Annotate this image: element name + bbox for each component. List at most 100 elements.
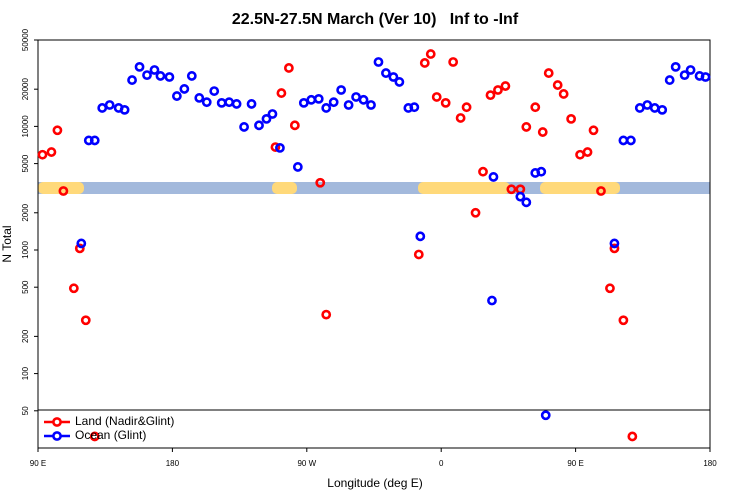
point [493, 85, 503, 95]
y-tick-label: 50000 [21, 28, 30, 51]
land-band [418, 182, 510, 194]
point [209, 86, 220, 96]
x-tick-label: 180 [703, 459, 717, 468]
y-axis-label: N Total [0, 225, 14, 262]
y-tick-label: 20000 [21, 78, 30, 101]
point [321, 103, 332, 113]
point [455, 113, 466, 123]
point [155, 71, 166, 81]
point [76, 238, 87, 249]
point [52, 125, 63, 136]
x-tick-label: 90 W [297, 459, 316, 468]
point [488, 172, 499, 182]
point [194, 93, 205, 103]
point [415, 231, 426, 242]
x-tick-label: 0 [439, 459, 444, 468]
point [89, 135, 100, 146]
point [625, 135, 636, 146]
point [292, 162, 303, 172]
point [506, 184, 517, 195]
point [74, 243, 85, 254]
point [530, 102, 541, 113]
point [231, 99, 242, 109]
point [515, 191, 526, 202]
x-tick-label: 90 E [30, 459, 46, 468]
point [239, 122, 249, 132]
point [254, 120, 264, 131]
point [409, 102, 420, 113]
point [328, 97, 339, 108]
point [685, 65, 696, 75]
point [270, 142, 281, 152]
point [461, 102, 472, 113]
point [521, 122, 532, 132]
point [127, 75, 137, 85]
land-band [540, 182, 620, 194]
plot-frame [37, 39, 711, 449]
point [119, 104, 130, 115]
point [104, 100, 115, 110]
point [171, 91, 182, 101]
point [275, 142, 285, 153]
point [552, 80, 563, 90]
point [358, 94, 369, 105]
point [536, 166, 547, 177]
y-tick-label: 200 [21, 329, 30, 343]
point [394, 77, 405, 87]
legend-label: Ocean (Glint) [75, 428, 146, 442]
point [609, 243, 620, 254]
point [186, 71, 197, 81]
point [487, 295, 497, 306]
point [37, 149, 48, 160]
y-tick-label: 2000 [21, 203, 30, 221]
point [142, 70, 152, 81]
point [627, 431, 638, 442]
point [440, 97, 451, 108]
point [657, 104, 668, 115]
x-axis-label: Longitude (deg E) [327, 476, 422, 490]
point [246, 99, 257, 109]
point [46, 147, 57, 157]
y-tick-label: 10000 [21, 115, 30, 138]
y-tick-label: 100 [21, 366, 30, 380]
point [89, 431, 100, 442]
point [315, 177, 326, 188]
x-tick-label: 90 E [567, 459, 583, 468]
point [425, 49, 436, 59]
point [58, 186, 69, 196]
point [596, 186, 606, 196]
point [373, 57, 384, 67]
point [500, 81, 511, 91]
point [670, 61, 681, 72]
point [478, 166, 488, 177]
point [134, 61, 145, 72]
point [413, 249, 424, 260]
legend-marker [52, 431, 62, 441]
point [381, 68, 391, 78]
point [679, 70, 690, 81]
point [313, 93, 324, 104]
point [470, 207, 481, 218]
point [68, 283, 79, 294]
land-band [272, 182, 297, 194]
legend-marker [52, 417, 62, 427]
point [537, 127, 548, 137]
point [543, 68, 554, 78]
point [80, 315, 91, 326]
point [267, 109, 278, 119]
point [448, 57, 459, 67]
point [485, 90, 496, 101]
point [419, 58, 430, 68]
x-tick-label: 180 [166, 459, 180, 468]
point [609, 238, 620, 249]
surface-band [38, 182, 710, 194]
y-tick-label: 5000 [21, 154, 30, 172]
point [321, 309, 332, 320]
point [558, 89, 569, 99]
point [618, 315, 629, 326]
chart-title: 22.5N-27.5N March (Ver 10) Inf to -Inf [232, 11, 519, 28]
point [261, 113, 272, 124]
y-tick-label: 500 [21, 280, 30, 294]
point [149, 65, 160, 75]
